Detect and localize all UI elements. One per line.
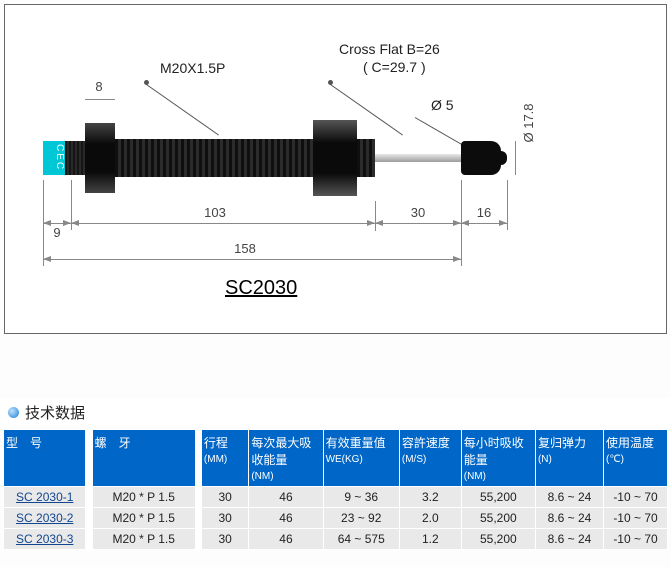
cell-model[interactable]: SC 2030-1 bbox=[4, 487, 86, 508]
cell-hourly: 55,200 bbox=[461, 487, 535, 508]
engineering-diagram: M20X1.5P Cross Flat B=26 ( C=29.7 ) Ø 5 … bbox=[4, 4, 667, 334]
cell-max: 46 bbox=[249, 508, 323, 529]
dim-16: 16 bbox=[471, 205, 497, 220]
cell-speed: 2.0 bbox=[399, 508, 461, 529]
th-max: 每次最大吸收能量(NM) bbox=[249, 430, 323, 487]
table-row: SC 2030-3 M20 * P 1.5 304664 ~ 5751.255,20… bbox=[4, 529, 668, 550]
table-row: SC 2030-1 M20 * P 1.5 30469 ~ 363.255,2008… bbox=[4, 487, 668, 508]
cell-stroke: 30 bbox=[201, 487, 248, 508]
th-model: 型 号 bbox=[4, 430, 86, 487]
dim-30: 30 bbox=[403, 205, 433, 220]
cell-stroke: 30 bbox=[201, 529, 248, 550]
threaded-body bbox=[115, 139, 313, 177]
thread-label: M20X1.5P bbox=[160, 60, 225, 76]
bullet-icon bbox=[8, 407, 19, 418]
cell-temp: -10 ~ 70 bbox=[604, 529, 668, 550]
th-spring: 复归弹力(N) bbox=[535, 430, 603, 487]
dia17-label: Ø 17.8 bbox=[521, 103, 536, 143]
cell-temp: -10 ~ 70 bbox=[604, 487, 668, 508]
cell-temp: -10 ~ 70 bbox=[604, 508, 668, 529]
dim-8: 8 bbox=[89, 79, 109, 94]
dia5-label: Ø 5 bbox=[431, 97, 454, 113]
crossflat-label-2: ( C=29.7 ) bbox=[363, 59, 426, 75]
cell-max: 46 bbox=[249, 487, 323, 508]
cell-thread: M20 * P 1.5 bbox=[92, 529, 195, 550]
rod bbox=[375, 154, 461, 162]
section-header: 技术数据 bbox=[0, 398, 671, 427]
cell-weight: 9 ~ 36 bbox=[323, 487, 399, 508]
cell-spring: 8.6 ~ 24 bbox=[535, 529, 603, 550]
cell-hourly: 55,200 bbox=[461, 508, 535, 529]
cell-stroke: 30 bbox=[201, 508, 248, 529]
table-header-row: 型 号 螺 牙 行程(MM) 每次最大吸收能量(NM) 有效重量值WE(KG) … bbox=[4, 430, 668, 487]
dim-158: 158 bbox=[225, 241, 265, 256]
spec-table: 型 号 螺 牙 行程(MM) 每次最大吸收能量(NM) 有效重量值WE(KG) … bbox=[3, 429, 668, 550]
cell-speed: 1.2 bbox=[399, 529, 461, 550]
th-stroke: 行程(MM) bbox=[201, 430, 248, 487]
dim-103: 103 bbox=[195, 205, 235, 220]
cell-max: 46 bbox=[249, 529, 323, 550]
crossflat-label-1: Cross Flat B=26 bbox=[339, 41, 440, 57]
cell-spring: 8.6 ~ 24 bbox=[535, 508, 603, 529]
section-title: 技术数据 bbox=[25, 402, 85, 423]
th-thread: 螺 牙 bbox=[92, 430, 195, 487]
cell-model[interactable]: SC 2030-3 bbox=[4, 529, 86, 550]
part-title: SC2030 bbox=[225, 277, 297, 300]
cell-thread: M20 * P 1.5 bbox=[92, 487, 195, 508]
cell-spring: 8.6 ~ 24 bbox=[535, 487, 603, 508]
dim-9: 9 bbox=[45, 225, 69, 240]
cell-weight: 64 ~ 575 bbox=[323, 529, 399, 550]
cell-hourly: 55,200 bbox=[461, 529, 535, 550]
cell-speed: 3.2 bbox=[399, 487, 461, 508]
cell-model[interactable]: SC 2030-2 bbox=[4, 508, 86, 529]
th-weight: 有效重量值WE(KG) bbox=[323, 430, 399, 487]
th-speed: 容許速度(M/S) bbox=[399, 430, 461, 487]
hex-nut-right bbox=[313, 120, 357, 196]
cell-thread: M20 * P 1.5 bbox=[92, 508, 195, 529]
table-row: SC 2030-2 M20 * P 1.5 304623 ~ 922.055,200… bbox=[4, 508, 668, 529]
cell-weight: 23 ~ 92 bbox=[323, 508, 399, 529]
th-temp: 使用温度(℃) bbox=[604, 430, 668, 487]
th-hourly: 每小时吸收能量(NM) bbox=[461, 430, 535, 487]
